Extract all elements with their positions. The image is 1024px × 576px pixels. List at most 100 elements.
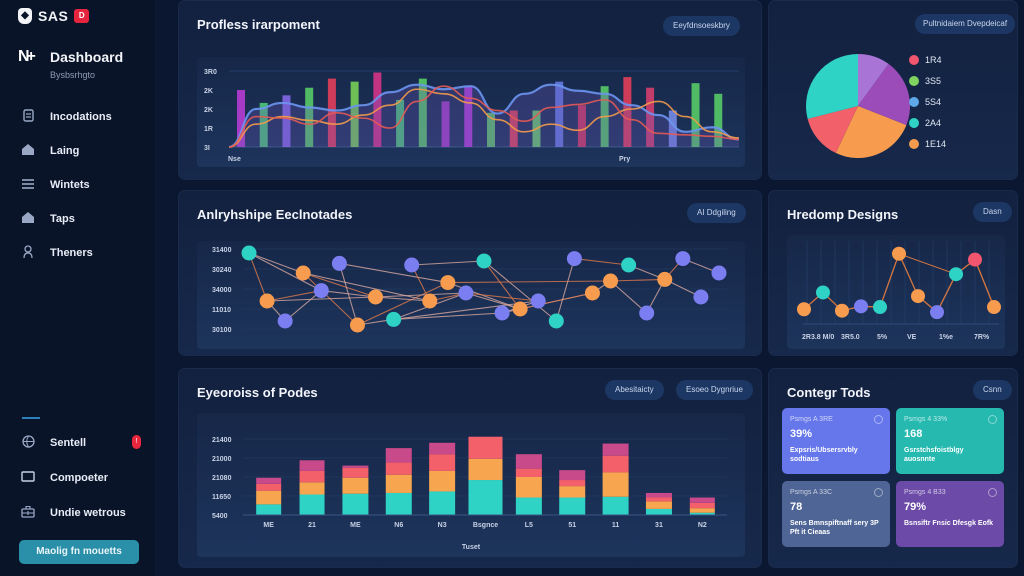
dashboard-subtitle: Bysbsrhgto	[50, 70, 96, 80]
designs-filter-pill[interactable]: Dasn	[973, 202, 1012, 222]
home-icon	[20, 143, 36, 159]
network-node	[458, 285, 474, 301]
x-tick-label: Nse	[228, 156, 241, 163]
network-link	[248, 252, 304, 274]
bar	[396, 99, 405, 147]
radio-icon[interactable]	[988, 415, 997, 424]
stacked-segment	[559, 497, 586, 515]
legend-item[interactable]: 2A4	[909, 112, 946, 133]
network-node	[657, 271, 673, 287]
sidebar-item-label: Sentell	[50, 436, 87, 449]
legend-item[interactable]: 3S5	[909, 70, 946, 91]
pie-slice	[858, 63, 910, 126]
radio-icon[interactable]	[988, 488, 997, 497]
stacked-segment	[299, 460, 325, 471]
designs-chart: 2R3.8 M/0 3R5.0 5% VE 1%e 7R%	[797, 241, 1001, 341]
kpi-description: Expsris/Ubsersrvbly sodtiaus	[790, 447, 858, 463]
stacked-segment	[299, 482, 325, 495]
bar	[464, 86, 473, 147]
brand[interactable]: ◆ SAS D	[18, 8, 90, 24]
x-tick-label: 2R3.8 M/0	[802, 334, 834, 341]
sidebar-item-undie-wetrous[interactable]: Undie wetrous	[20, 495, 145, 530]
stacked-filter-pill-1[interactable]: Abesitaicty	[605, 380, 664, 400]
x-tick-label: 3R5.0	[841, 334, 860, 341]
sidebar-item-wintets[interactable]: Wintets	[20, 168, 150, 202]
kpi-card[interactable]: Psmgs 4 B33 79% Bsnsiftr Fnsic Dfesgk Eo…	[896, 481, 1004, 547]
network-node	[386, 311, 402, 327]
radio-icon[interactable]	[874, 488, 883, 497]
stacked-segment	[342, 477, 369, 494]
network-node	[241, 245, 257, 261]
sidebar-item-theners[interactable]: Theners	[20, 236, 150, 270]
stacked-segment	[689, 497, 715, 503]
kpi-card[interactable]: Psmgs A 3RE 39% Expsris/Ubsersrvbly sodt…	[782, 408, 890, 474]
legend-item[interactable]: 1E14	[909, 133, 946, 154]
sidebar-item-sentell[interactable]: Sentell !	[20, 425, 145, 460]
stacked-segment	[645, 501, 672, 509]
toolbox-icon	[20, 505, 36, 521]
stacked-segment	[602, 472, 629, 497]
bar	[305, 87, 314, 147]
y-tick-label: 11010	[212, 307, 231, 314]
performance-filter-pill[interactable]: Eeyfdnsoeskbry	[663, 16, 740, 36]
x-tick-label: N6	[394, 522, 403, 529]
y-tick-label: 30240	[212, 267, 232, 274]
bar	[577, 105, 586, 147]
legend-item[interactable]: 5S4	[909, 91, 946, 112]
network-node	[313, 283, 329, 299]
scatter-point	[949, 267, 963, 282]
bar	[646, 87, 655, 147]
stacked-segment	[468, 458, 503, 481]
network-node	[494, 305, 510, 321]
panel-title: Anlryhshipe Eeclnotades	[197, 207, 353, 222]
stacked-segment	[689, 512, 715, 515]
panel-title: Contegr Tods	[787, 385, 871, 400]
legend-item[interactable]: 1R4	[909, 49, 946, 70]
network-node	[711, 265, 727, 281]
network-link	[447, 280, 611, 284]
stacked-segment	[342, 465, 369, 468]
kpi-card[interactable]: Psmgs A 33C 78 Sens Bmnspiftnaff sery 3P…	[782, 481, 890, 547]
network-link	[465, 292, 521, 310]
sidebar-item-compoeter[interactable]: Compoeter	[20, 460, 145, 495]
network-node	[422, 293, 438, 309]
radio-icon[interactable]	[874, 415, 883, 424]
series-line-blue	[228, 83, 740, 149]
network-filter-pill[interactable]: AI Ddgiling	[687, 203, 746, 223]
network-link	[248, 252, 268, 302]
sidebar-cta-button[interactable]: Maolig fn mouetts	[19, 540, 139, 564]
bar	[668, 110, 677, 147]
x-tick-label: Pry	[619, 156, 630, 163]
home-icon	[20, 211, 36, 227]
y-tick-label: 1R	[204, 126, 213, 133]
dashboard-header[interactable]: N+ Dashboard Bysbsrhgto	[18, 48, 123, 80]
y-tick-label: 2K	[204, 107, 213, 114]
bar	[441, 101, 450, 147]
network-node	[566, 251, 582, 267]
network-link	[555, 258, 575, 322]
kpi-card[interactable]: Psmgs 4 33% 168 Gsrstchsfoistblgy auosnn…	[896, 408, 1004, 474]
x-tick-label: N3	[438, 522, 447, 529]
y-tick-label: 3R0	[204, 69, 217, 76]
pie-filter-pill[interactable]: Pultnidaiem Dvepdeicaf	[915, 14, 1016, 34]
network-link	[357, 282, 449, 326]
stacked-segment	[689, 502, 715, 509]
kpi-filter-pill[interactable]: Csnn	[973, 380, 1012, 400]
sidebar-item-taps[interactable]: Taps	[20, 202, 150, 236]
network-node	[693, 289, 709, 305]
sidebar-item-label: Incodations	[50, 111, 112, 123]
stacked-segment	[559, 486, 586, 498]
sidebar-item-laing[interactable]: Laing	[20, 134, 150, 168]
kpi-description: Gsrstchsfoistblgy auosnnte	[904, 447, 964, 463]
scatter-point	[892, 246, 906, 261]
network-node	[639, 305, 655, 321]
network-panel: Anlryhshipe Eeclnotades AI Ddgiling 3140…	[178, 190, 762, 356]
pie-panel: Pultnidaiem Dvepdeicaf 1R4 3S5 5S4 2A4 1E14	[768, 0, 1018, 180]
stacked-segment	[385, 474, 412, 493]
sidebar-item-label: Laing	[50, 145, 80, 157]
sidebar-item-incodations[interactable]: Incodations	[20, 100, 150, 134]
stacked-segment	[429, 454, 456, 471]
stacked-segment	[689, 508, 715, 513]
stacked-segment	[256, 477, 282, 484]
stacked-filter-pill-2[interactable]: Esoeo Dygnriue	[676, 380, 753, 400]
